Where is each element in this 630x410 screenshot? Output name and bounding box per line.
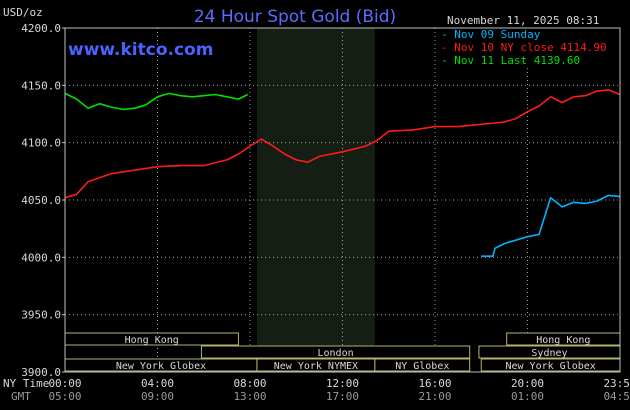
legend-entry: - Nov 10 NY close 4114.90 bbox=[441, 41, 607, 54]
y-tick-label: 4100.0 bbox=[21, 137, 61, 150]
market-label: New York Globex bbox=[505, 361, 595, 372]
x-axis-row1-label: NY Time bbox=[3, 377, 49, 390]
plot-frame bbox=[64, 27, 621, 373]
x-tick-label-ny: 16:00 bbox=[418, 377, 451, 390]
x-tick-label-gmt: 21:00 bbox=[418, 390, 451, 403]
market-label: Hong Kong bbox=[125, 335, 179, 346]
legend-entry: - Nov 11 Last 4139.60 bbox=[441, 54, 580, 67]
y-tick-label: 3950.0 bbox=[21, 309, 61, 322]
legend-box bbox=[436, 28, 620, 66]
market-label: NY Globex bbox=[395, 361, 449, 372]
market-label: Hong Kong bbox=[536, 335, 590, 346]
series-line bbox=[481, 194, 621, 258]
x-tick-label-gmt: 01:00 bbox=[511, 390, 544, 403]
x-axis-row2-label: GMT bbox=[11, 390, 31, 403]
y-tick-label: 3900.0 bbox=[21, 366, 61, 379]
brand-label: www.kitco.com bbox=[68, 40, 213, 60]
legend: - Nov 09 Sunday- Nov 10 NY close 4114.90… bbox=[441, 28, 607, 67]
x-tick-label-ny: 04:00 bbox=[141, 377, 174, 390]
x-tick-label-gmt: 09:00 bbox=[141, 390, 174, 403]
x-tick-label-ny: 12:00 bbox=[326, 377, 359, 390]
market-label: London bbox=[318, 348, 354, 359]
y-axis-ticks: 3900.0 3950.0 4000.0 4050.0 4100.0 4150.0 4200… bbox=[21, 22, 65, 379]
timestamp: November 11, 2025 08:31 bbox=[447, 14, 599, 27]
unit-label: USD/oz bbox=[3, 6, 43, 19]
market-box bbox=[200, 345, 471, 359]
y-tick-label: 4000.0 bbox=[21, 251, 61, 264]
x-tick-label-gmt: 05:00 bbox=[48, 390, 81, 403]
x-tick-label-gmt: 13:00 bbox=[233, 390, 266, 403]
market-sessions: Hong Kong London New York Globex New York N… bbox=[64, 332, 621, 372]
market-label: Sydney bbox=[531, 348, 567, 359]
x-tick-label-gmt: 17:00 bbox=[326, 390, 359, 403]
market-box bbox=[374, 358, 471, 372]
x-tick-label-ny: 20:00 bbox=[511, 377, 544, 390]
series-line bbox=[64, 89, 621, 199]
y-tick-label: 4050.0 bbox=[21, 194, 61, 207]
y-tick-label: 4200.0 bbox=[21, 22, 61, 35]
market-label: New York Globex bbox=[116, 361, 206, 372]
legend-entry: - Nov 09 Sunday bbox=[441, 28, 541, 41]
y-tick-label: 4150.0 bbox=[21, 79, 61, 92]
series-lines bbox=[64, 89, 621, 258]
market-label: New York NYMEX bbox=[274, 361, 358, 372]
nymex-shade bbox=[256, 28, 375, 372]
chart-title: 24 Hour Spot Gold (Bid) bbox=[194, 7, 396, 27]
x-tick-label-ny: 00:00 bbox=[48, 377, 81, 390]
x-axis-ticks: 00:00 04:00 08:00 12:00 16:00 20:00 23:59 05:00… bbox=[48, 377, 630, 403]
x-tick-label-ny: 23:59 bbox=[603, 377, 630, 390]
series-line bbox=[64, 92, 249, 111]
x-tick-label-ny: 08:00 bbox=[233, 377, 266, 390]
x-tick-label-gmt: 04:59 bbox=[603, 390, 630, 403]
